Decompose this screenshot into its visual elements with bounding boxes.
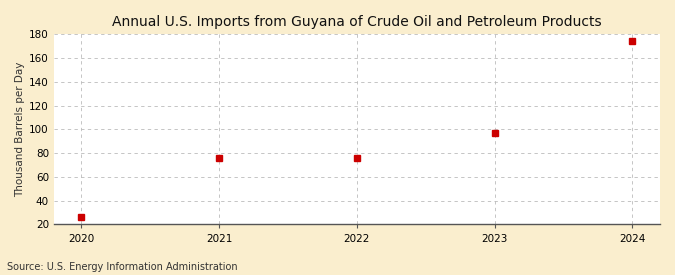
Title: Annual U.S. Imports from Guyana of Crude Oil and Petroleum Products: Annual U.S. Imports from Guyana of Crude… [112,15,601,29]
Text: Source: U.S. Energy Information Administration: Source: U.S. Energy Information Administ… [7,262,238,272]
Y-axis label: Thousand Barrels per Day: Thousand Barrels per Day [15,62,25,197]
